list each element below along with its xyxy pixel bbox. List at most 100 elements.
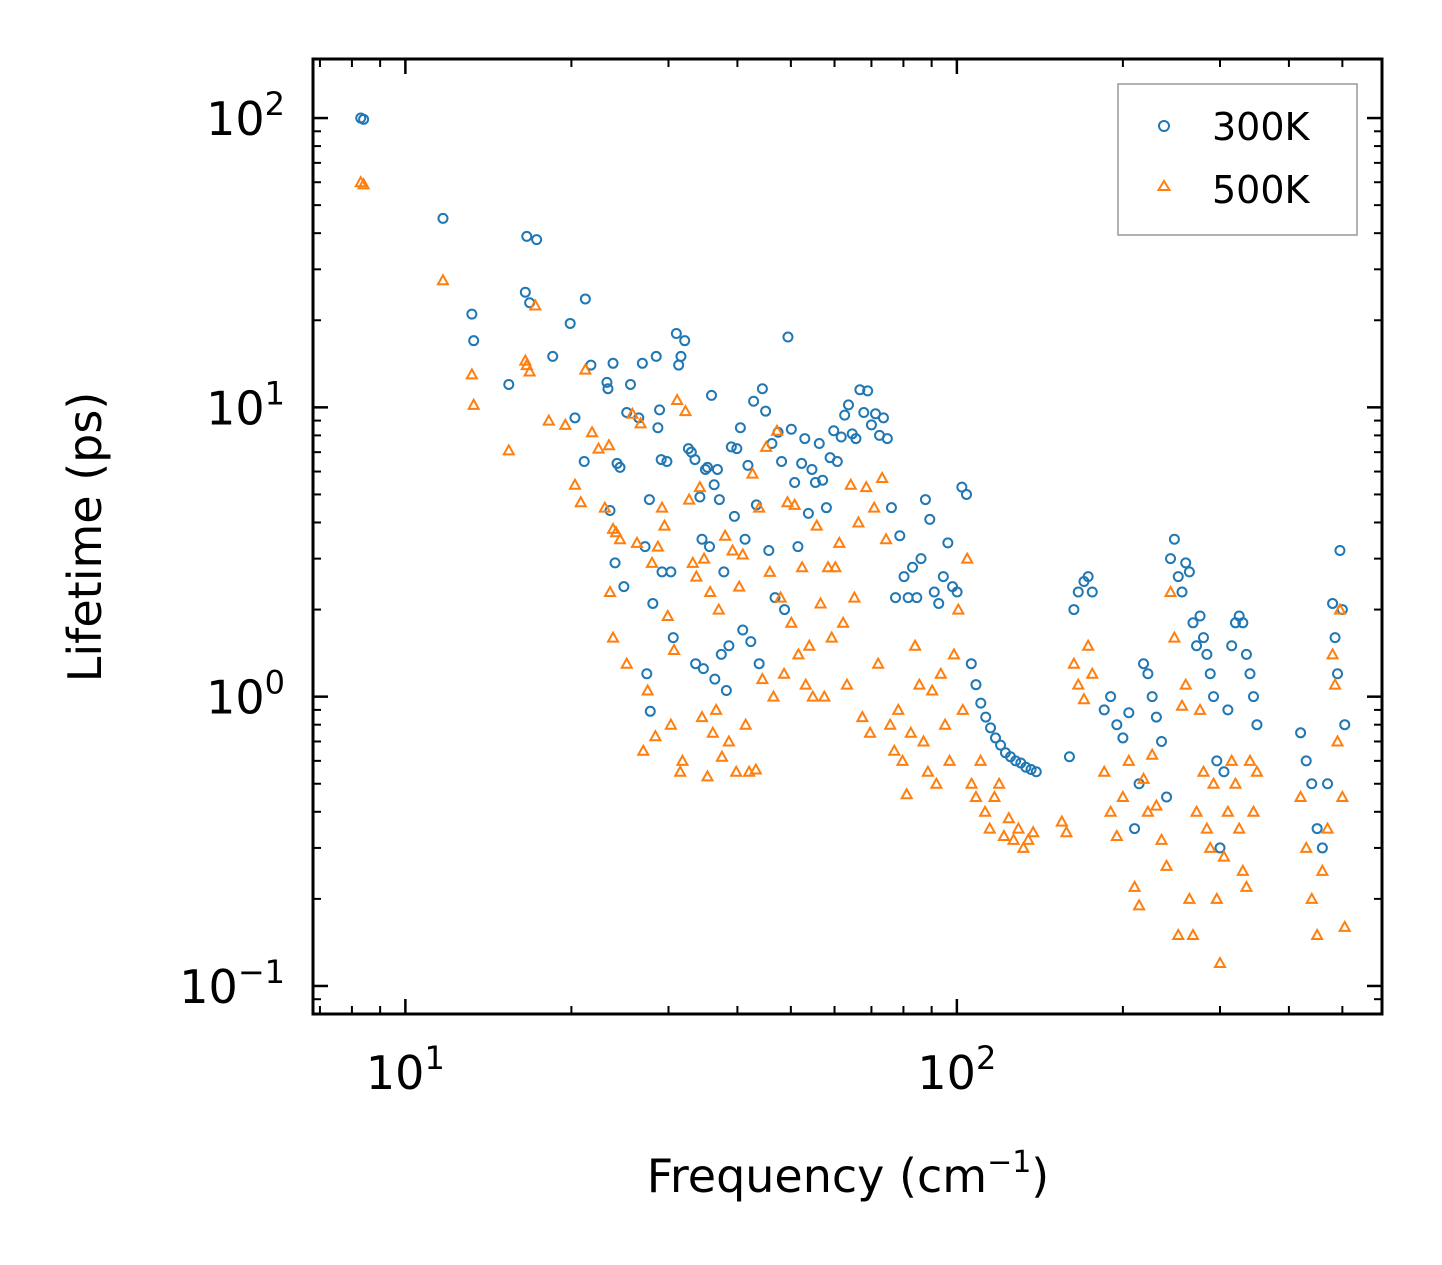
point-300k <box>703 541 715 553</box>
point-500k <box>645 555 659 568</box>
point-500k <box>1127 879 1142 892</box>
point-300k <box>358 113 370 125</box>
point-300k <box>782 331 794 343</box>
point-500k <box>1110 828 1124 841</box>
point-300k <box>894 530 906 542</box>
point-500k <box>606 630 620 643</box>
point-300k <box>1176 586 1188 598</box>
point-500k <box>810 518 824 531</box>
point-300k <box>951 586 963 598</box>
point-300k <box>970 679 982 691</box>
point-500k <box>1097 764 1111 777</box>
point-300k <box>643 494 655 506</box>
point-300k <box>989 732 1001 744</box>
point-300k <box>641 668 653 680</box>
point-300k <box>756 383 768 395</box>
point-500k <box>969 789 983 802</box>
point-300k <box>725 441 737 453</box>
point-300k <box>802 507 814 519</box>
point-300k <box>718 566 730 578</box>
point-500k <box>436 273 450 286</box>
point-300k <box>1334 545 1346 557</box>
point-300k <box>1226 640 1238 652</box>
point-300k <box>720 685 732 697</box>
point-500k <box>855 710 870 723</box>
point-300k <box>1240 648 1252 660</box>
point-300k <box>1010 755 1022 767</box>
point-500k <box>673 764 687 777</box>
point-500k <box>706 725 720 738</box>
point-300k <box>670 328 682 340</box>
point-500k <box>520 358 534 371</box>
point-300k <box>760 405 772 417</box>
point-300k <box>564 317 576 329</box>
point-500k <box>978 804 992 817</box>
point-500k <box>745 466 760 479</box>
point-300k <box>1214 842 1226 854</box>
point-500k <box>1179 677 1193 690</box>
point-500k <box>871 656 885 669</box>
point-500k <box>1103 804 1118 817</box>
point-300k <box>928 586 940 598</box>
point-500k <box>759 439 773 452</box>
point-500k <box>1232 821 1246 834</box>
point-500k <box>1002 811 1016 824</box>
point-300k <box>604 505 616 517</box>
point-300k <box>618 581 630 593</box>
point-300k <box>817 474 829 486</box>
point-300k <box>1322 778 1334 790</box>
point-500k <box>1310 927 1324 941</box>
point-300k <box>1201 648 1213 660</box>
point-300k <box>742 459 754 471</box>
point-300k <box>820 502 832 514</box>
point-300k <box>796 457 808 469</box>
point-300k <box>1146 691 1158 703</box>
point-500k <box>925 683 939 696</box>
point-500k <box>791 647 806 660</box>
point-300k <box>1311 823 1323 835</box>
point-500k <box>633 416 648 429</box>
point-300k <box>625 378 637 390</box>
point-500k <box>558 417 573 430</box>
point-500k <box>1136 771 1151 784</box>
point-300k <box>862 385 874 397</box>
point-500k <box>613 532 627 545</box>
point-300k <box>865 419 877 431</box>
point-500k <box>1011 821 1026 834</box>
point-300k <box>985 722 997 734</box>
point-300k <box>1142 668 1154 680</box>
point-300k <box>789 476 801 488</box>
point-300k <box>734 422 746 434</box>
point-300k <box>1020 761 1032 773</box>
point-300k <box>806 463 818 475</box>
point-300k <box>1339 719 1351 731</box>
point-500k <box>1016 840 1031 853</box>
point-500k <box>664 717 678 730</box>
point-500k <box>1236 863 1250 876</box>
point-500k <box>960 551 974 564</box>
point-500k <box>609 525 623 538</box>
legend-label-300k: 300K <box>1212 105 1311 149</box>
point-500k <box>1320 821 1335 834</box>
point-300k <box>1156 735 1168 747</box>
point-500k <box>729 764 743 777</box>
point-500k <box>755 672 770 685</box>
point-500k <box>867 500 881 513</box>
point-300k <box>1187 617 1199 629</box>
point-300k <box>661 455 673 467</box>
point-300k <box>877 412 889 424</box>
point-500k <box>883 717 897 730</box>
point-500k <box>806 689 820 702</box>
point-300k <box>690 658 702 670</box>
point-500k <box>1217 849 1231 862</box>
point-300k <box>569 412 581 424</box>
point-300k <box>1098 704 1110 716</box>
point-300k <box>1197 632 1209 644</box>
point-300k <box>933 597 945 609</box>
point-500k <box>695 710 709 723</box>
point-500k <box>964 776 979 789</box>
point-500k <box>670 392 684 406</box>
series-300k <box>355 112 1351 854</box>
point-500k <box>899 787 914 800</box>
point-500k <box>591 441 606 454</box>
